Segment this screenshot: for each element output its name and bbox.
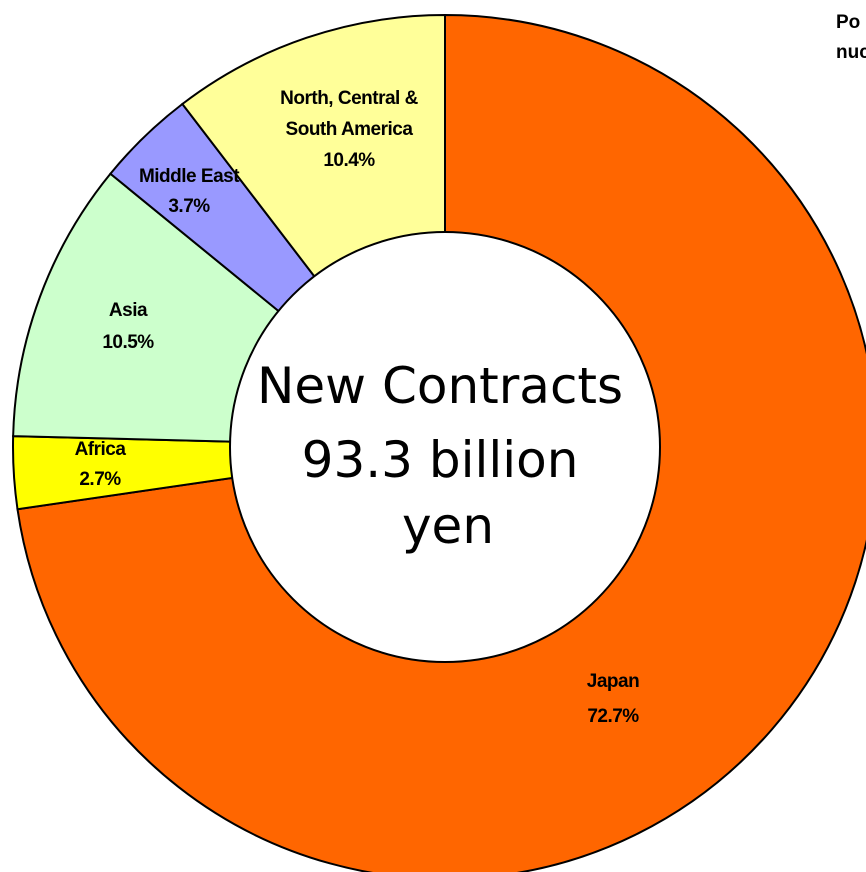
corner-note: Po nuc: [836, 8, 866, 68]
slice-labels: Japan 72.7% Africa 2.7% Asia 10.5% Middle East…: [75, 88, 640, 727]
slice-japan: [16, 13, 866, 872]
slice-label-5: North, Central & South America 10.4%: [280, 88, 418, 171]
donut-hole: [229, 231, 661, 663]
center-label-line-1: New Contracts: [257, 357, 623, 415]
center-label-line-3: yen: [402, 497, 494, 555]
corner-note-line-1: Po: [836, 12, 861, 33]
slice-label-1: Japan 72.7%: [587, 671, 640, 727]
slice-label-2: Africa 2.7%: [75, 439, 127, 490]
corner-note-line-2: nuc: [836, 42, 866, 63]
center-label: New Contracts 93.3 billion yen: [257, 357, 639, 555]
slice-label-4: Middle East 3.7%: [139, 166, 240, 217]
center-label-line-2: 93.3 billion: [302, 431, 579, 489]
slice-label-3: Asia 10.5%: [102, 300, 154, 353]
